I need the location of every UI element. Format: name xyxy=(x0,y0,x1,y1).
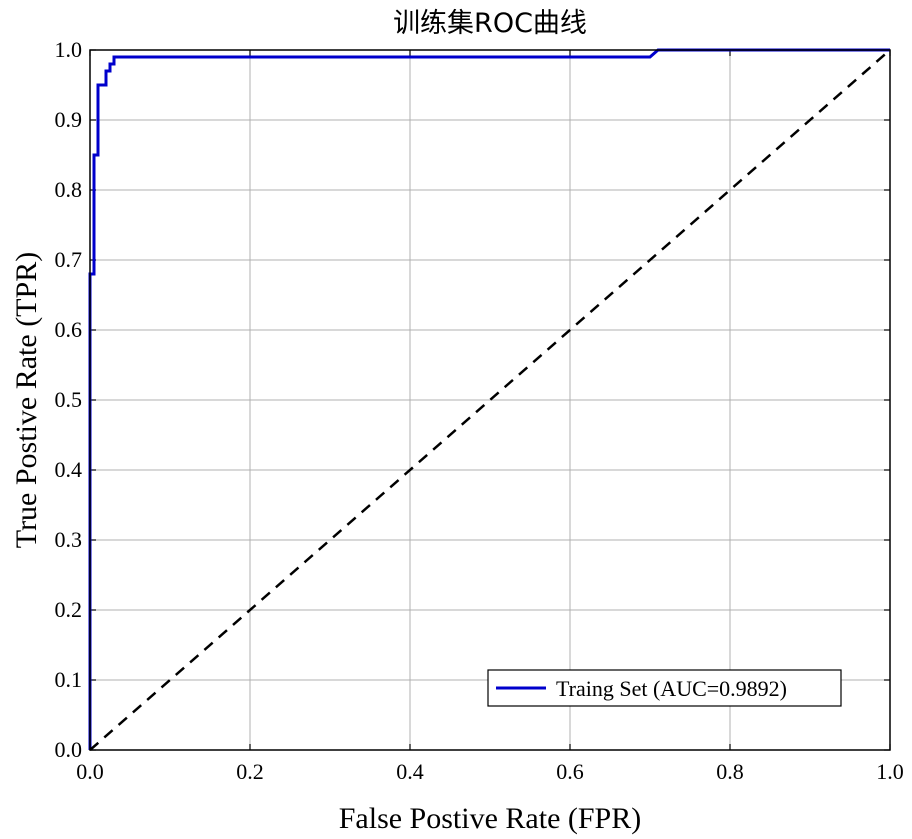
legend-box xyxy=(487,669,842,707)
diagonal-reference-line xyxy=(89,49,891,751)
legend-entry-label: Traing Set (AUC=0.9892) xyxy=(556,676,787,701)
x-tick-label: 0.4 xyxy=(396,759,424,784)
x-tick-label: 0.0 xyxy=(76,759,104,784)
x-tick-label: 0.6 xyxy=(556,759,584,784)
y-tick-label: 0.7 xyxy=(55,247,83,272)
y-tick-label: 0.9 xyxy=(55,107,83,132)
y-tick-label: 0.6 xyxy=(55,317,83,342)
y-tick-label: 0.5 xyxy=(55,387,83,412)
chart-title: 训练集ROC曲线 xyxy=(393,8,587,39)
x-tick-label: 0.2 xyxy=(236,759,264,784)
y-tick-label: 0.1 xyxy=(55,667,83,692)
legend: Traing Set (AUC=0.9892) xyxy=(487,669,842,707)
y-tick-label: 0.8 xyxy=(55,177,83,202)
y-axis-label: True Postive Rate (TPR) xyxy=(10,252,43,548)
x-tick-label: 0.8 xyxy=(716,759,744,784)
tick-labels: 0.0 0.2 0.4 0.6 0.8 1.0 0.0 0.1 0.2 0.3 0.4 0.5 0.6 0… xyxy=(55,37,904,784)
series-layer xyxy=(88,48,891,751)
x-tick-label: 1.0 xyxy=(876,759,904,784)
y-tick-label: 0.2 xyxy=(55,597,83,622)
y-tick-label: 0.3 xyxy=(55,527,83,552)
y-tick-label: 0.0 xyxy=(55,737,83,762)
plot-frame xyxy=(89,49,891,751)
y-tick-label: 0.4 xyxy=(55,457,83,482)
roc-curve-line xyxy=(88,48,890,750)
y-tick-label: 1.0 xyxy=(55,37,83,62)
x-axis-label: False Postive Rate (FPR) xyxy=(339,802,642,835)
